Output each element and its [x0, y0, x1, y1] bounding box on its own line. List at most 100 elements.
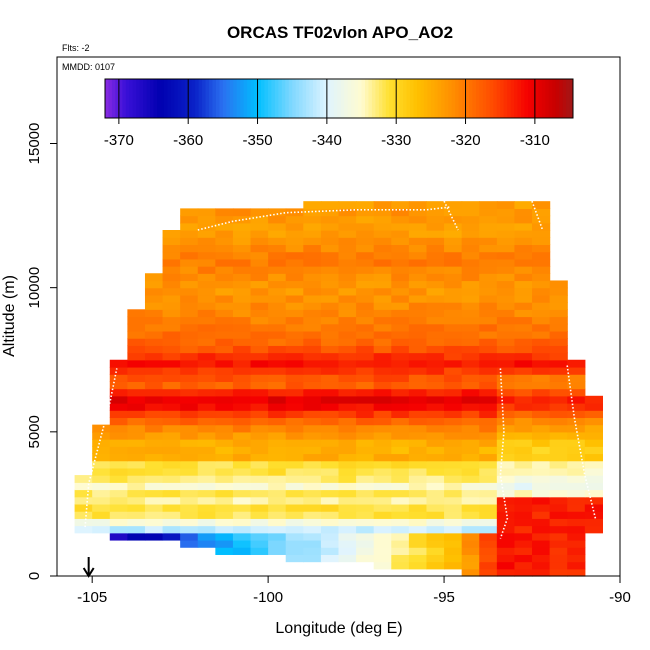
heatmap-cell [391, 547, 410, 555]
heatmap-cell [584, 403, 603, 411]
heatmap-cell [303, 482, 322, 491]
heatmap-cell [338, 309, 357, 318]
heatmap-cell [215, 467, 234, 476]
heatmap-cell [496, 302, 516, 310]
heatmap-cell [549, 489, 568, 498]
heatmap-cell [479, 237, 498, 246]
heatmap-cell [408, 323, 428, 332]
heatmap-cell [532, 460, 551, 469]
heatmap-cell [162, 366, 181, 375]
heatmap-cell [567, 482, 586, 491]
heatmap-cell [479, 374, 498, 382]
heatmap-cell [373, 532, 392, 541]
heatmap-cell [303, 302, 322, 310]
heatmap-cell [250, 381, 269, 390]
heatmap-cell [338, 359, 357, 368]
colorbar-cell [240, 79, 245, 118]
heatmap-cell [320, 222, 340, 231]
heatmap-cell [356, 294, 375, 303]
heatmap-cell [162, 273, 181, 282]
heatmap-cell [549, 467, 568, 476]
heatmap-cell [408, 395, 428, 404]
heatmap-cell [391, 330, 410, 339]
heatmap-cell [232, 366, 252, 375]
colorbar-cell [465, 79, 470, 118]
heatmap-cell [356, 273, 375, 282]
heatmap-cell [479, 446, 498, 455]
colorbar-cell [559, 79, 564, 118]
heatmap-cell [391, 266, 410, 274]
heatmap-cell [426, 215, 445, 224]
heatmap-cell [162, 511, 181, 519]
heatmap-cell [391, 352, 410, 361]
heatmap-cell [373, 258, 392, 267]
heatmap-cell [338, 518, 357, 527]
heatmap-cell [180, 215, 199, 224]
x-tick-label: -100 [253, 589, 283, 606]
heatmap-cell [250, 208, 269, 217]
heatmap-cell [250, 410, 269, 419]
colorbar-cell [243, 79, 248, 118]
heatmap-cell [584, 475, 603, 483]
heatmap-cell [127, 359, 146, 368]
colorbar-tick-label: -370 [104, 132, 134, 149]
heatmap-cell [514, 496, 533, 505]
longitude-marker-arrow [82, 557, 95, 578]
heatmap-cell [356, 244, 375, 253]
heatmap-cell [197, 403, 216, 411]
heatmap-cell [373, 201, 392, 209]
heatmap-cell [461, 496, 480, 505]
heatmap-cell [461, 475, 480, 483]
colorbar-cell [205, 79, 210, 118]
colorbar-cell [521, 79, 525, 118]
colorbar-cell [267, 79, 272, 118]
heatmap-cell [320, 511, 340, 519]
colorbar-cell [420, 79, 425, 118]
heatmap-cell [285, 554, 304, 563]
heatmap-cell [268, 345, 287, 354]
heatmap-cell [426, 503, 445, 512]
heatmap-cell [232, 395, 252, 404]
heatmap-cell [127, 503, 146, 512]
heatmap-cell [320, 525, 340, 534]
heatmap-cell [408, 460, 428, 469]
heatmap-cell [338, 222, 357, 231]
heatmap-cell [426, 338, 445, 346]
heatmap-cell [461, 273, 480, 282]
heatmap-cell [391, 460, 410, 469]
heatmap-cell [549, 345, 568, 354]
heatmap-cell [285, 475, 304, 483]
heatmap-cell [303, 222, 322, 231]
heatmap-cell [391, 359, 410, 368]
heatmap-cell [109, 446, 128, 455]
heatmap-cell [109, 532, 128, 541]
x-axis-label: Longitude (deg E) [275, 620, 402, 637]
heatmap-cell [303, 230, 322, 238]
colorbar-cell [150, 79, 155, 118]
heatmap-cell [461, 431, 480, 440]
heatmap-cell [232, 208, 252, 217]
heatmap-cell [479, 244, 498, 253]
heatmap-cell [268, 446, 287, 455]
heatmap-cell [391, 302, 410, 310]
heatmap-cell [338, 244, 357, 253]
heatmap-cell [180, 496, 199, 505]
heatmap-cell [408, 431, 428, 440]
heatmap-cell [461, 280, 480, 289]
heatmap-cell [426, 460, 445, 469]
heatmap-cell [162, 475, 181, 483]
heatmap-cell [320, 294, 340, 303]
heatmap-cell [109, 511, 128, 519]
heatmap-cell [180, 525, 199, 534]
heatmap-cell [250, 323, 269, 332]
heatmap-cell [215, 258, 234, 267]
heatmap-cell [356, 518, 375, 527]
heatmap-cell [479, 503, 498, 512]
heatmap-cell [373, 338, 392, 346]
heatmap-cell [162, 525, 181, 534]
heatmap-cell [127, 403, 146, 411]
heatmap-cell [408, 374, 428, 382]
heatmap-cell [215, 222, 234, 231]
heatmap-cell [144, 410, 164, 419]
heatmap-cell [496, 258, 516, 267]
